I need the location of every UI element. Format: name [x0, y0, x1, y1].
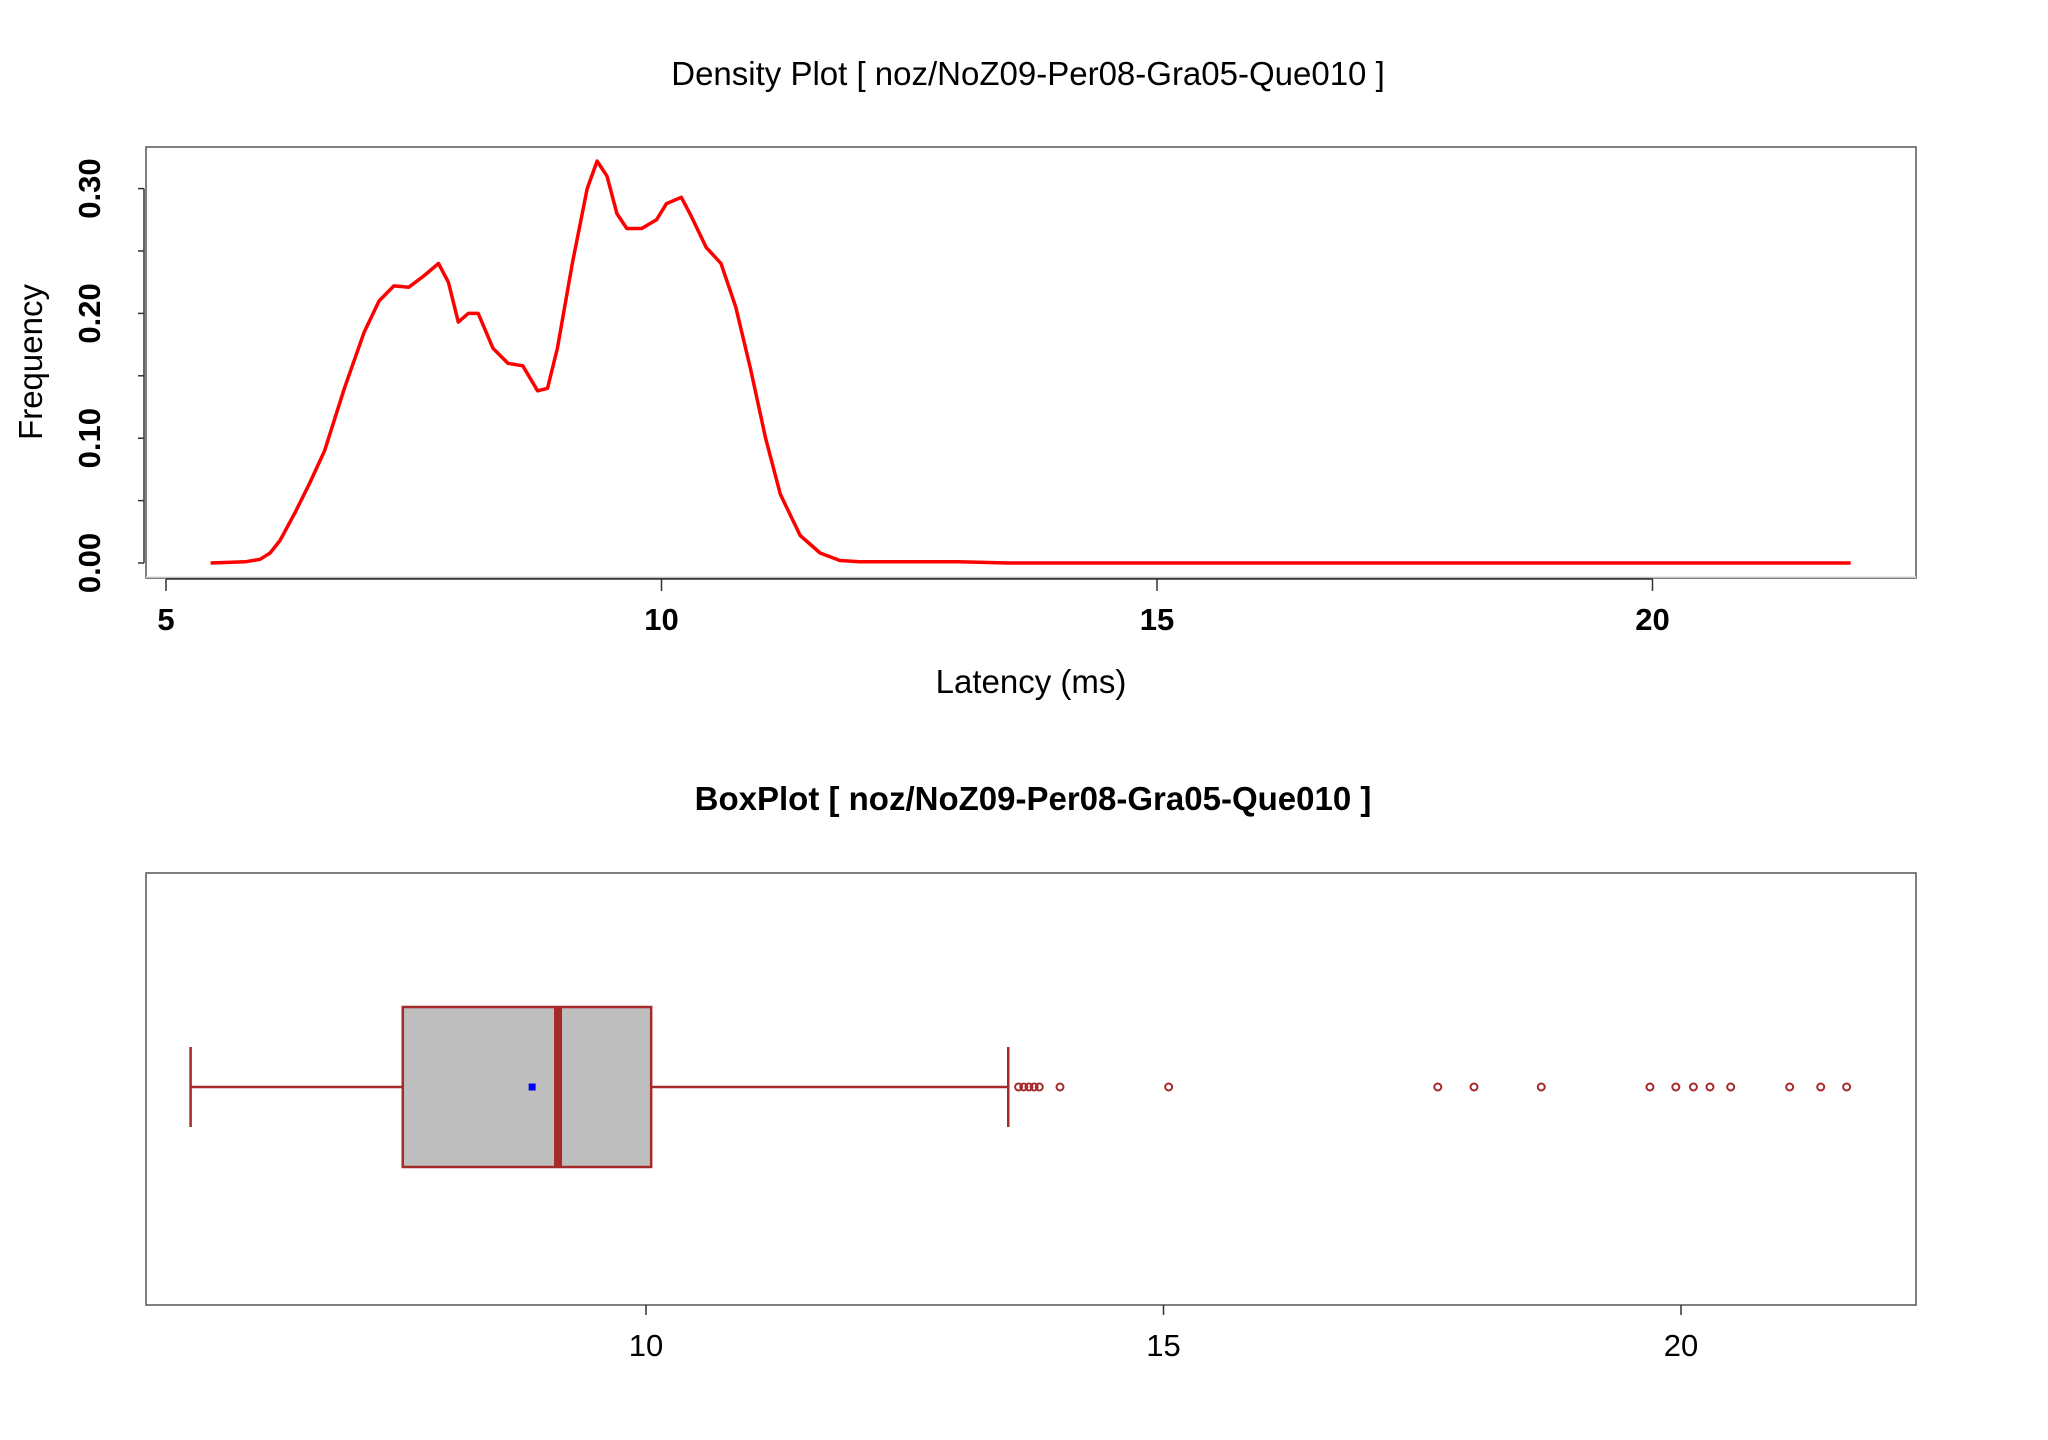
outlier-point	[1019, 1082, 1029, 1092]
outlier-point	[1024, 1082, 1034, 1092]
box-elements	[189, 1005, 1010, 1169]
density-x-tick-label: 15	[1140, 602, 1174, 637]
density-y-axis: 0.00 0.10 0.20 0.30	[72, 158, 145, 593]
boxplot-title: BoxPlot [ noz/NoZ09-Per08-Gra05-Que010 ]	[695, 780, 1372, 817]
density-y-tick-label: 0.20	[72, 283, 107, 343]
density-x-tick-label: 5	[157, 602, 174, 637]
density-y-tick-label: 0.30	[72, 158, 107, 218]
boxplot-x-axis: 10 15 20	[629, 1305, 1698, 1363]
boxplot-x-tick-label: 15	[1146, 1328, 1180, 1363]
density-x-tick-label: 10	[644, 602, 678, 637]
density-x-tick-label: 20	[1635, 602, 1669, 637]
boxplot-x-tick-label: 20	[1664, 1328, 1698, 1363]
density-x-axis: 5 10 15 20	[157, 578, 1670, 637]
mean-marker	[528, 1083, 536, 1091]
outlier-point	[1536, 1082, 1546, 1092]
outlier-point	[1842, 1082, 1852, 1092]
outlier-point	[1785, 1082, 1795, 1092]
density-y-tick-label: 0.10	[72, 408, 107, 468]
outlier-point	[1816, 1082, 1826, 1092]
outlier-point	[1014, 1082, 1024, 1092]
outlier-point	[1688, 1082, 1698, 1092]
outlier-point	[1726, 1082, 1736, 1092]
outlier-point	[1433, 1082, 1443, 1092]
density-plot-frame	[145, 146, 1917, 579]
density-plot: Density Plot [ noz/NoZ09-Per08-Gra05-Que…	[12, 55, 1917, 700]
outlier-point	[1055, 1082, 1065, 1092]
outlier-point	[1705, 1082, 1715, 1092]
interquartile-box	[401, 1005, 653, 1169]
density-title: Density Plot [ noz/NoZ09-Per08-Gra05-Que…	[671, 55, 1385, 92]
outlier-point	[1029, 1082, 1039, 1092]
density-y-axis-label: Frequency	[12, 284, 49, 440]
outlier-point	[1645, 1082, 1655, 1092]
outlier-point	[1469, 1082, 1479, 1092]
boxplot-x-tick-label: 10	[629, 1328, 663, 1363]
density-x-axis-label: Latency (ms)	[936, 663, 1127, 700]
outlier-point	[1164, 1082, 1174, 1092]
density-line	[210, 159, 1851, 565]
box-plot: BoxPlot [ noz/NoZ09-Per08-Gra05-Que010 ]…	[145, 780, 1917, 1363]
box-outliers	[1014, 1082, 1852, 1092]
outlier-point	[1034, 1082, 1044, 1092]
boxplot-frame	[145, 872, 1917, 1306]
density-y-tick-label: 0.00	[72, 533, 107, 593]
outlier-point	[1671, 1082, 1681, 1092]
